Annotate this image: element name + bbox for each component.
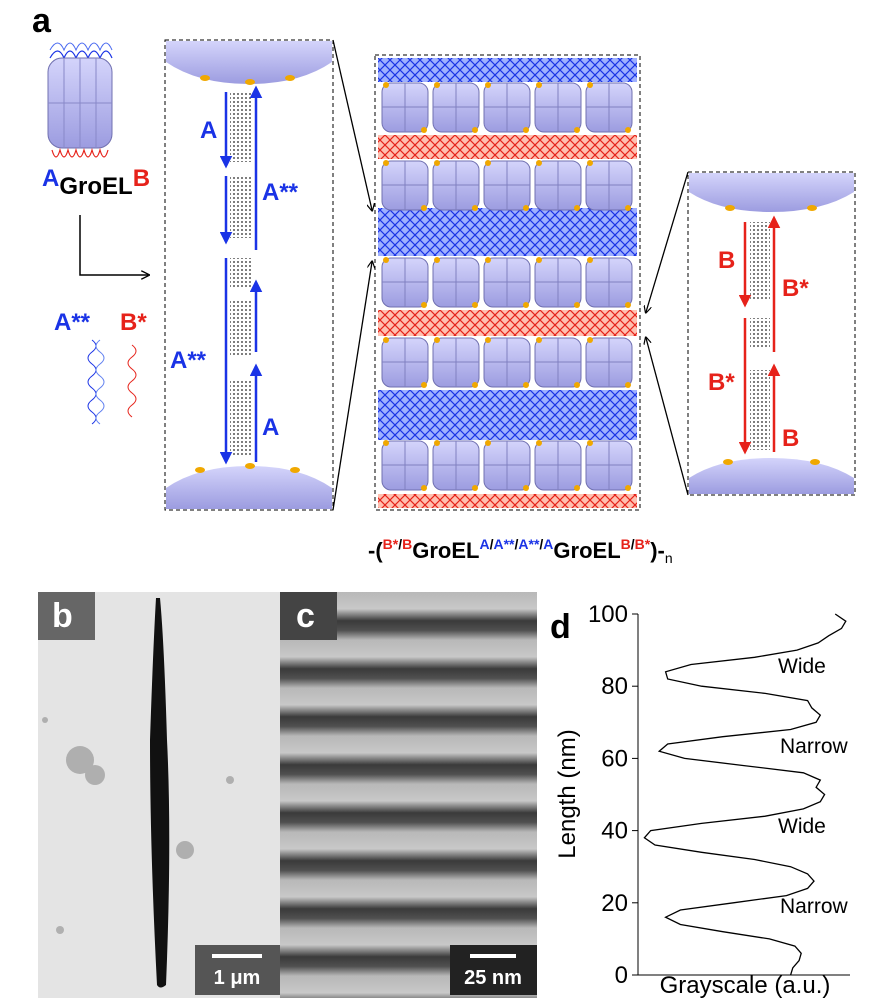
groel-surface <box>166 466 332 509</box>
formula-part: A <box>479 536 489 552</box>
y-tick-label: 20 <box>601 890 628 917</box>
y-tick-label: 100 <box>588 601 628 628</box>
groel-surface <box>166 41 332 84</box>
annotation: Narrow <box>780 895 849 918</box>
formula: -(B*/BGroELA/A**/A**/AGroELB/B*)-n <box>368 536 673 566</box>
y-tick-label: 60 <box>601 745 628 772</box>
strand <box>96 340 104 424</box>
strand <box>88 340 96 424</box>
tem-image-b <box>38 592 280 998</box>
duplex <box>750 222 770 450</box>
annotation: Wide <box>778 815 826 838</box>
formula-part: A** <box>518 536 540 552</box>
strand-label: A <box>262 414 279 441</box>
strand-label: A** <box>262 179 299 206</box>
y-axis-label: Length (nm) <box>554 729 581 858</box>
groel-label: AGroELB <box>42 165 150 200</box>
panel-label: d <box>550 608 571 646</box>
formula-part: A <box>543 536 553 552</box>
name: GroEL <box>59 173 132 200</box>
sup: A <box>42 165 59 192</box>
strand-label: B* <box>120 309 147 336</box>
strand <box>128 345 136 417</box>
scale-label: 25 nm <box>464 967 522 989</box>
scale-label: 1 μm <box>214 967 261 989</box>
annotation: Narrow <box>780 735 849 758</box>
tem-image-c <box>280 592 537 998</box>
formula-part: B <box>621 536 631 552</box>
groel-array <box>375 55 640 510</box>
arrow <box>80 215 148 275</box>
panel-label: c <box>296 597 315 635</box>
formula-part: B* <box>635 536 651 552</box>
strand-label: A** <box>170 347 207 374</box>
formula-part: )- <box>650 538 665 563</box>
groel-surface <box>689 173 854 212</box>
y-tick-label: 0 <box>615 962 628 989</box>
formula-part: -( <box>368 538 383 563</box>
page: {"panel_labels":["a","b","c","d"], "pane… <box>0 0 875 998</box>
groel-surface <box>689 458 854 494</box>
strand-label: B* <box>708 369 735 396</box>
strand-label: A <box>200 117 217 144</box>
formula-part: n <box>665 550 673 566</box>
formula-part: GroEL <box>412 538 479 563</box>
panel-label: a <box>32 2 52 40</box>
annotation: Wide <box>778 655 826 678</box>
tags <box>723 205 820 465</box>
figure: a AGroELB A** B* A A** A** A B B* B* B -… <box>0 0 875 998</box>
y-tick-label: 40 <box>601 818 628 845</box>
formula-part: B* <box>383 536 399 552</box>
sup: B <box>133 165 150 192</box>
groel-icon <box>48 43 112 157</box>
strand-label: B* <box>782 275 809 302</box>
duplex <box>230 92 252 455</box>
formula-part: B <box>402 536 412 552</box>
formula-part: A** <box>493 536 515 552</box>
panel-label: b <box>52 597 73 635</box>
inset-box <box>688 172 855 495</box>
x-axis-label: Grayscale (a.u.) <box>660 972 831 998</box>
strand-label: A** <box>54 309 91 336</box>
strand-label: B <box>782 425 799 452</box>
strand-label: B <box>718 247 735 274</box>
y-tick-label: 80 <box>601 673 628 700</box>
formula-part: GroEL <box>553 538 620 563</box>
